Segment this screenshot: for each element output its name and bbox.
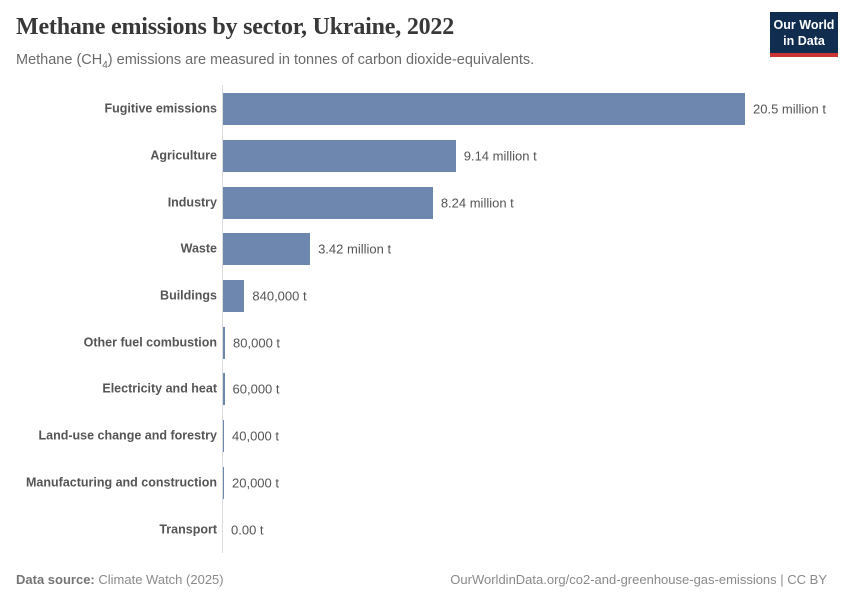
category-label: Land-use change and forestry: [38, 428, 217, 443]
bar-row: Other fuel combustion 80,000 t: [0, 319, 850, 366]
data-source-value: Climate Watch (2025): [98, 572, 224, 587]
bar-row: Transport 0.00 t: [0, 506, 850, 553]
subtitle-suffix: ) emissions are measured in tonnes of ca…: [107, 52, 535, 68]
bar[interactable]: [223, 233, 311, 266]
category-label: Transport: [159, 522, 217, 537]
value-label: 80,000 t: [233, 335, 281, 351]
category-label: Buildings: [160, 288, 217, 303]
bar[interactable]: [223, 186, 433, 219]
subtitle-prefix: Methane (CH: [16, 52, 103, 68]
value-label: 840,000 t: [252, 288, 307, 304]
value-label: 8.24 million t: [440, 195, 514, 211]
bar-row: Waste 3.42 million t: [0, 226, 850, 273]
value-label: 0.00 t: [231, 522, 264, 538]
bar[interactable]: [223, 280, 245, 313]
bar-row: Electricity and heat 60,000 t: [0, 366, 850, 413]
chart-subtitle: Methane (CH4) emissions are measured in …: [16, 52, 534, 71]
category-label: Waste: [180, 241, 217, 256]
owid-logo-line2: in Data: [783, 34, 825, 48]
category-label: Other fuel combustion: [83, 335, 217, 350]
bar-row: Industry 8.24 million t: [0, 179, 850, 226]
attribution-link[interactable]: OurWorldinData.org/co2-and-greenhouse-ga…: [450, 572, 827, 587]
bar-row: Land-use change and forestry 40,000 t: [0, 413, 850, 460]
value-label: 9.14 million t: [463, 148, 537, 164]
category-label: Fugitive emissions: [104, 101, 217, 116]
value-label: 20,000 t: [232, 475, 279, 491]
page-title: Methane emissions by sector, Ukraine, 20…: [16, 14, 455, 40]
bar-chart: Fugitive emissions 20.5 million t Agricult…: [0, 86, 850, 553]
bar[interactable]: [223, 373, 225, 406]
category-label: Manufacturing and construction: [26, 475, 217, 490]
bar-row: Manufacturing and construction 20,000 t: [0, 460, 850, 507]
value-label: 3.42 million t: [318, 241, 392, 257]
bar-row: Fugitive emissions 20.5 million t: [0, 86, 850, 133]
value-label: 20.5 million t: [753, 101, 826, 117]
bar[interactable]: [223, 140, 456, 173]
data-source: Data source: Climate Watch (2025): [16, 572, 224, 587]
bar[interactable]: [223, 326, 226, 359]
category-label: Agriculture: [150, 148, 217, 163]
category-label: Industry: [167, 195, 217, 210]
data-source-label: Data source:: [16, 572, 95, 587]
owid-logo: Our World in Data: [770, 12, 838, 57]
bar[interactable]: [223, 93, 745, 126]
bar[interactable]: [223, 466, 224, 499]
bar-row: Agriculture 9.14 million t: [0, 133, 850, 180]
owid-logo-line1: Our World: [773, 18, 835, 32]
subtitle-subscript: 4: [102, 59, 108, 71]
category-label: Electricity and heat: [102, 381, 217, 396]
value-label: 40,000 t: [232, 428, 280, 444]
y-axis-line: [222, 85, 223, 553]
bar-row: Buildings 840,000 t: [0, 273, 850, 320]
bar[interactable]: [223, 420, 225, 453]
value-label: 60,000 t: [232, 381, 280, 397]
